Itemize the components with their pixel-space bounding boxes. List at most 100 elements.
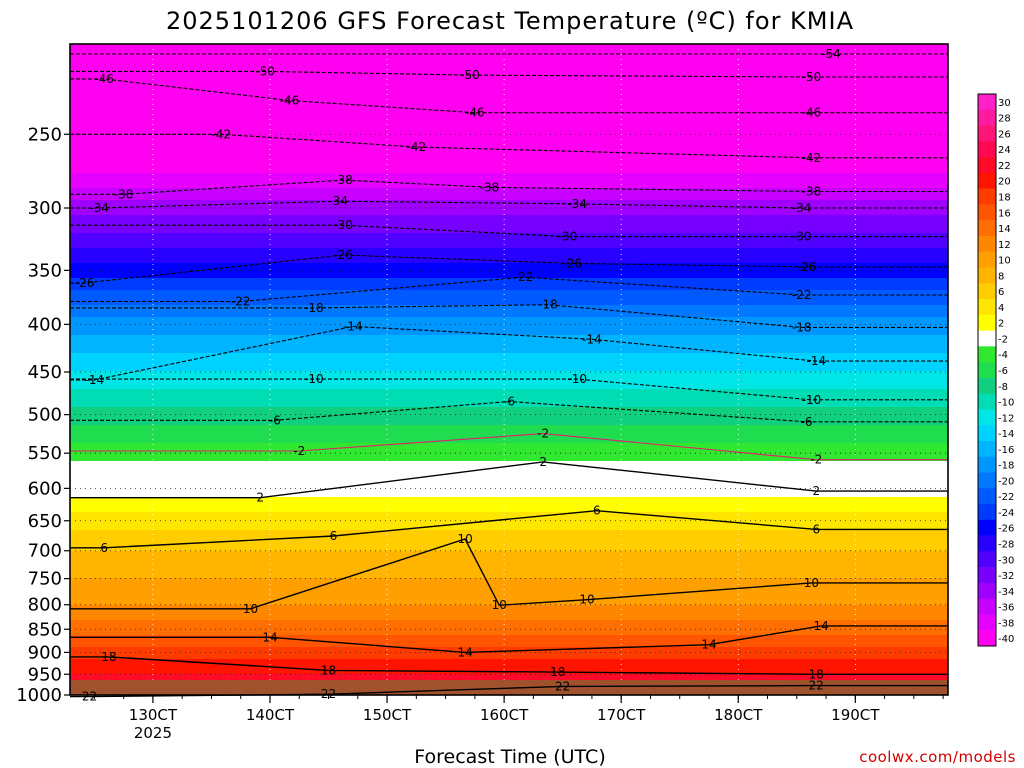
chart-title: 2025101206 GFS Forecast Temperature (ºC)… [166, 7, 854, 35]
colorbar-swatch [978, 519, 996, 536]
contour-label: -10 [802, 393, 822, 407]
colorbar-swatch [978, 267, 996, 284]
y-tick-label: 800 [28, 595, 62, 616]
temperature-band [70, 206, 948, 210]
temperature-band [70, 656, 948, 660]
temperature-band [70, 386, 948, 390]
colorbar-label: 4 [998, 303, 1004, 314]
colorbar-label: 10 [998, 256, 1011, 267]
temperature-band [70, 467, 948, 471]
temperature-band [70, 263, 948, 267]
temperature-band [70, 212, 948, 216]
temperature-band [70, 317, 948, 321]
temperature-band [70, 215, 948, 219]
contour-label: -50 [460, 68, 480, 82]
temperature-band [70, 191, 948, 195]
temperature-band [70, 665, 948, 669]
contour-line [70, 461, 948, 499]
temperature-band [70, 284, 948, 288]
temperature-band [70, 203, 948, 207]
y-tick-label: 650 [28, 511, 62, 532]
colorbar-label: -16 [998, 445, 1014, 456]
x-year-label: 2025 [134, 724, 172, 742]
temperature-band [70, 131, 948, 135]
contour-label: -34 [567, 197, 587, 211]
temperature-band [70, 491, 948, 495]
temperature-band [70, 581, 948, 585]
temperature-band [70, 593, 948, 597]
contour-label: -42 [407, 140, 427, 154]
x-tick-label: 190CT [831, 706, 880, 724]
contour-label: 18 [101, 650, 116, 664]
temperature-band [70, 662, 948, 666]
temperature-band [70, 539, 948, 543]
temperature-band [70, 569, 948, 573]
contour-label: -14 [582, 332, 602, 346]
temperature-band [70, 149, 948, 153]
contour-line [70, 325, 948, 381]
temperature-band [70, 524, 948, 528]
temperature-band [70, 392, 948, 396]
temperature-band [70, 77, 948, 81]
temperature-band [70, 485, 948, 489]
colorbar-swatch [978, 141, 996, 158]
y-tick-label: 600 [28, 478, 62, 499]
y-tick-label: 400 [28, 314, 62, 335]
temperature-band [70, 269, 948, 273]
colorbar-label: 28 [998, 114, 1011, 125]
temperature-band [70, 182, 948, 186]
temperature-band [70, 233, 948, 237]
temperature-band [70, 368, 948, 372]
contour-label: 6 [100, 541, 108, 555]
contour-label: -26 [333, 248, 353, 262]
temperature-band [70, 515, 948, 519]
temperature-band [70, 650, 948, 654]
colorbar-swatch [978, 314, 996, 331]
contour-label: -6 [503, 394, 515, 408]
temperature-band [70, 455, 948, 459]
temperature-band [70, 134, 948, 138]
contour-label: -30 [792, 230, 812, 244]
temperature-band [70, 563, 948, 567]
temperature-band [70, 275, 948, 279]
temperature-band [70, 473, 948, 477]
temperature-band [70, 575, 948, 579]
temperature-band [70, 47, 948, 51]
temperature-band [70, 404, 948, 408]
colorbar-swatch [978, 598, 996, 615]
temperature-band [70, 422, 948, 426]
temperature-band [70, 119, 948, 123]
contour-label: -38 [802, 184, 822, 198]
colorbar: 30 28 26 24 22 20 18 16 14 12 10 8 6 4 2 -2 -4 -6 -8 -10 -12… [977, 93, 1014, 647]
temperature-band [70, 164, 948, 168]
contour-line [70, 400, 948, 423]
colorbar-label: -30 [998, 555, 1014, 566]
temperature-band [70, 287, 948, 291]
temperature-band [70, 353, 948, 357]
contour-label: 10 [243, 602, 258, 616]
colorbar-label: 2 [998, 319, 1004, 330]
temperature-band [70, 293, 948, 297]
colorbar-label: -2 [998, 334, 1008, 345]
colorbar-label: 16 [998, 208, 1011, 219]
temperature-band [70, 86, 948, 90]
contour-label: -34 [328, 194, 348, 208]
temperature-band [70, 470, 948, 474]
temperature-band [70, 668, 948, 672]
contour-label: 10 [457, 532, 472, 546]
colorbar-label: 30 [998, 98, 1011, 109]
temperature-band [70, 614, 948, 618]
temperature-band [70, 443, 948, 447]
temperature-band [70, 350, 948, 354]
plot-area [70, 44, 948, 695]
colorbar-swatch [978, 440, 996, 458]
temperature-band [70, 143, 948, 147]
temperature-band [70, 248, 948, 252]
temperature-band [70, 341, 948, 345]
colorbar-swatch [978, 188, 996, 205]
contour-line [70, 254, 948, 284]
contour-label: -38 [480, 180, 500, 194]
credit-link[interactable]: coolwx.com/models [859, 748, 1016, 766]
temperature-band [70, 425, 948, 429]
contour-label: -26 [797, 260, 817, 274]
